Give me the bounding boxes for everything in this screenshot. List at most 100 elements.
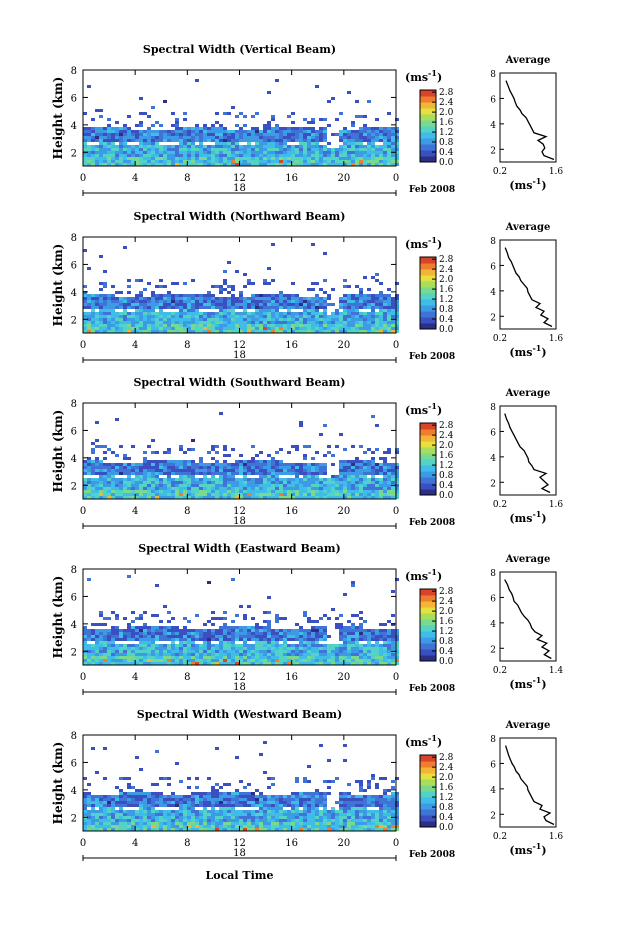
heatmap-cell (135, 813, 139, 816)
heatmap-cell (395, 160, 399, 163)
heatmap-cell (227, 629, 231, 632)
heatmap-cell (91, 659, 95, 662)
heatmap-cell (179, 810, 183, 813)
heatmap-cell (155, 294, 159, 297)
heatmap-cell (239, 629, 243, 632)
heatmap-cell (99, 309, 103, 312)
heatmap-cell (315, 644, 319, 647)
heatmap-cell (255, 632, 259, 635)
heatmap-cell (367, 318, 371, 321)
heatmap-cell (99, 136, 103, 139)
heatmap-cell (83, 291, 87, 294)
heatmap-cell (223, 157, 227, 160)
heatmap-cell (115, 813, 119, 816)
heatmap-cell (363, 662, 367, 665)
heatmap-cell (231, 306, 235, 309)
heatmap-cell (267, 596, 271, 599)
heatmap-cell (183, 801, 187, 804)
heatmap-cell (95, 312, 99, 315)
colorbar-segment (420, 150, 436, 157)
heatmap-cell (95, 487, 99, 490)
heatmap-cell (371, 635, 375, 638)
heatmap-cell (387, 318, 391, 321)
heatmap-cell (315, 151, 319, 154)
heatmap-cell (107, 142, 111, 145)
heatmap-cell (323, 466, 327, 469)
heatmap-cell (199, 493, 203, 496)
colorbar-segment (420, 126, 436, 133)
heatmap-cell (223, 623, 227, 626)
heatmap-cell (303, 662, 307, 665)
heatmap-cell (383, 324, 387, 327)
heatmap-cell (115, 626, 119, 629)
heatmap-cell (219, 662, 223, 665)
heatmap-cell (179, 469, 183, 472)
heatmap-cell (275, 318, 279, 321)
heatmap-cell (299, 484, 303, 487)
heatmap-cell (111, 659, 115, 662)
heatmap-cell (191, 154, 195, 157)
heatmap-cell (167, 466, 171, 469)
heatmap-cell (159, 312, 163, 315)
heatmap-cell (83, 297, 87, 300)
heatmap-cell (155, 154, 159, 157)
heatmap-cell (203, 124, 207, 127)
heatmap-cell (159, 318, 163, 321)
heatmap-cell (99, 659, 103, 662)
heatmap-cell (283, 653, 287, 656)
heatmap-cell (151, 133, 155, 136)
heatmap-cell (231, 133, 235, 136)
heatmap-cell (319, 136, 323, 139)
heatmap-cell (239, 133, 243, 136)
colorbar-tick-label: 0.0 (439, 325, 454, 335)
heatmap-cell (139, 300, 143, 303)
heatmap-cell (235, 163, 239, 166)
heatmap-cell (163, 133, 167, 136)
heatmap-cell (319, 644, 323, 647)
heatmap-cell (159, 804, 163, 807)
heatmap-cell (391, 496, 395, 499)
heatmap-cell (263, 475, 267, 478)
heatmap-cell (87, 795, 91, 798)
heatmap-cell (263, 124, 267, 127)
heatmap-cell (323, 493, 327, 496)
heatmap-cell (83, 659, 87, 662)
heatmap-cell (139, 112, 143, 115)
heatmap-cell (375, 650, 379, 653)
heatmap-cell (207, 312, 211, 315)
heatmap-cell (255, 484, 259, 487)
heatmap-cell (307, 496, 311, 499)
heatmap-cell (331, 463, 335, 466)
heatmap-cell (351, 133, 355, 136)
heatmap-cell (171, 303, 175, 306)
heatmap-cell (239, 151, 243, 154)
heatmap-cell (231, 656, 235, 659)
heatmap-cell (359, 644, 363, 647)
heatmap-cell (159, 650, 163, 653)
heatmap-cell (343, 641, 347, 644)
heatmap-cell (183, 617, 187, 620)
heatmap-cell (295, 130, 299, 133)
heatmap-cell (211, 151, 215, 154)
heatmap-cell (131, 620, 135, 623)
colorbar-frame (419, 256, 437, 330)
heatmap-cell (119, 807, 123, 810)
heatmap-cell (223, 472, 227, 475)
heatmap-cell (115, 496, 119, 499)
heatmap-cell (99, 324, 103, 327)
heatmap-cell (359, 312, 363, 315)
heatmap-cell (191, 300, 195, 303)
heatmap-cell (123, 617, 127, 620)
heatmap-cell (191, 481, 195, 484)
heatmap-cell (387, 151, 391, 154)
heatmap-cell (287, 327, 291, 330)
heatmap-cell (163, 819, 167, 822)
heatmap-cell (247, 605, 251, 608)
heatmap-cell (235, 145, 239, 148)
heatmap-cell (239, 647, 243, 650)
heatmap-cell (271, 327, 275, 330)
heatmap-cell (347, 312, 351, 315)
colorbar-tick-label: 2.0 (439, 108, 454, 118)
heatmap-cell (307, 469, 311, 472)
heatmap-cell (287, 662, 291, 665)
